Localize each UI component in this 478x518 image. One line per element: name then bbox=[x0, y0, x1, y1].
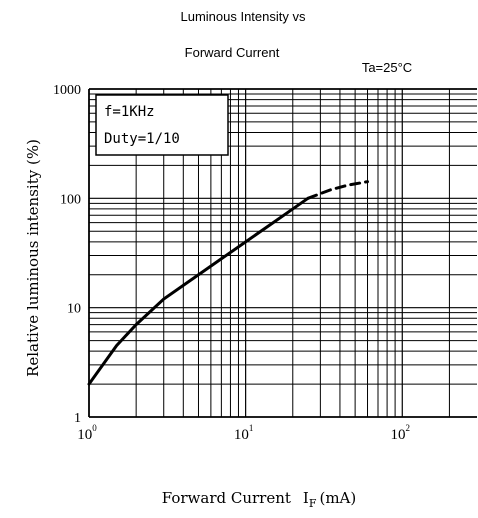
annotation-frequency: f=1KHz bbox=[104, 104, 155, 120]
annotation-box bbox=[95, 94, 229, 156]
annotation-duty: Duty=1/10 bbox=[104, 131, 180, 147]
x-axis-label-unit: (mA) bbox=[319, 489, 356, 507]
plot-frame bbox=[88, 88, 477, 418]
x-axis-label-text: Forward Current bbox=[162, 489, 291, 507]
y-tick-label: 1000 bbox=[53, 83, 81, 98]
y-tick-label: 10 bbox=[67, 302, 81, 317]
series-line-solid bbox=[87, 196, 310, 386]
tick-labels: 1 10 100 1000 100 101 102 bbox=[53, 83, 410, 443]
series-group bbox=[87, 180, 370, 386]
x-tick-label: 100 bbox=[77, 423, 97, 443]
x-tick-label: 101 bbox=[234, 423, 254, 443]
x-axis-label: Forward Current IF (mA) bbox=[162, 489, 357, 510]
x-axis-label-symbol: I bbox=[303, 489, 309, 507]
x-axis-label-subscript: F bbox=[309, 497, 317, 510]
y-tick-label: 1 bbox=[74, 411, 81, 426]
y-tick-label: 100 bbox=[60, 192, 81, 207]
condition-label: Ta=25°C bbox=[362, 60, 412, 75]
chart-title-line2: Forward Current bbox=[185, 45, 280, 60]
y-axis-label: Relative luminous intensity (%) bbox=[24, 139, 42, 377]
x-tick-label: 102 bbox=[391, 423, 411, 443]
chart-title-line1: Luminous Intensity vs bbox=[180, 9, 306, 24]
series-line-dashed bbox=[306, 180, 370, 200]
